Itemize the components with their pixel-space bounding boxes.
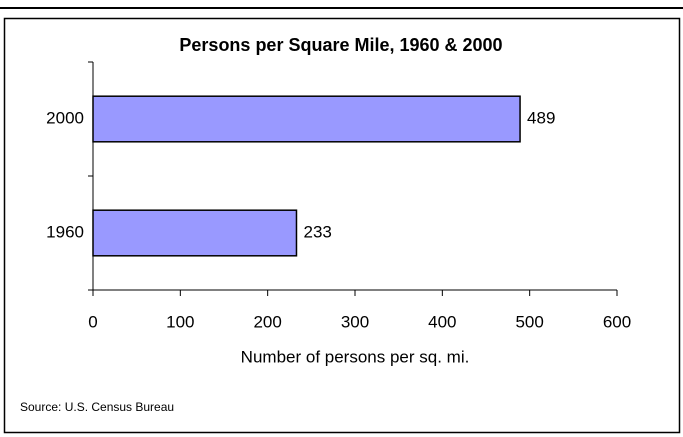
bar (92, 95, 521, 143)
x-tick-label: 100 (166, 312, 194, 331)
x-tick-label: 400 (428, 312, 456, 331)
y-tick-label: 1960 (46, 222, 84, 241)
value-label: 489 (527, 108, 555, 127)
x-tick-label: 0 (88, 312, 97, 331)
x-tick-label: 200 (253, 312, 281, 331)
source-note: Source: U.S. Census Bureau (20, 400, 174, 414)
x-axis-label: Number of persons per sq. mi. (241, 347, 470, 366)
value-label: 233 (303, 222, 331, 241)
chart-title: Persons per Square Mile, 1960 & 2000 (179, 35, 502, 55)
bar (92, 209, 298, 257)
x-tick-label: 500 (515, 312, 543, 331)
y-tick-label: 2000 (46, 108, 84, 127)
x-tick-label: 600 (603, 312, 631, 331)
x-tick-label: 300 (341, 312, 369, 331)
